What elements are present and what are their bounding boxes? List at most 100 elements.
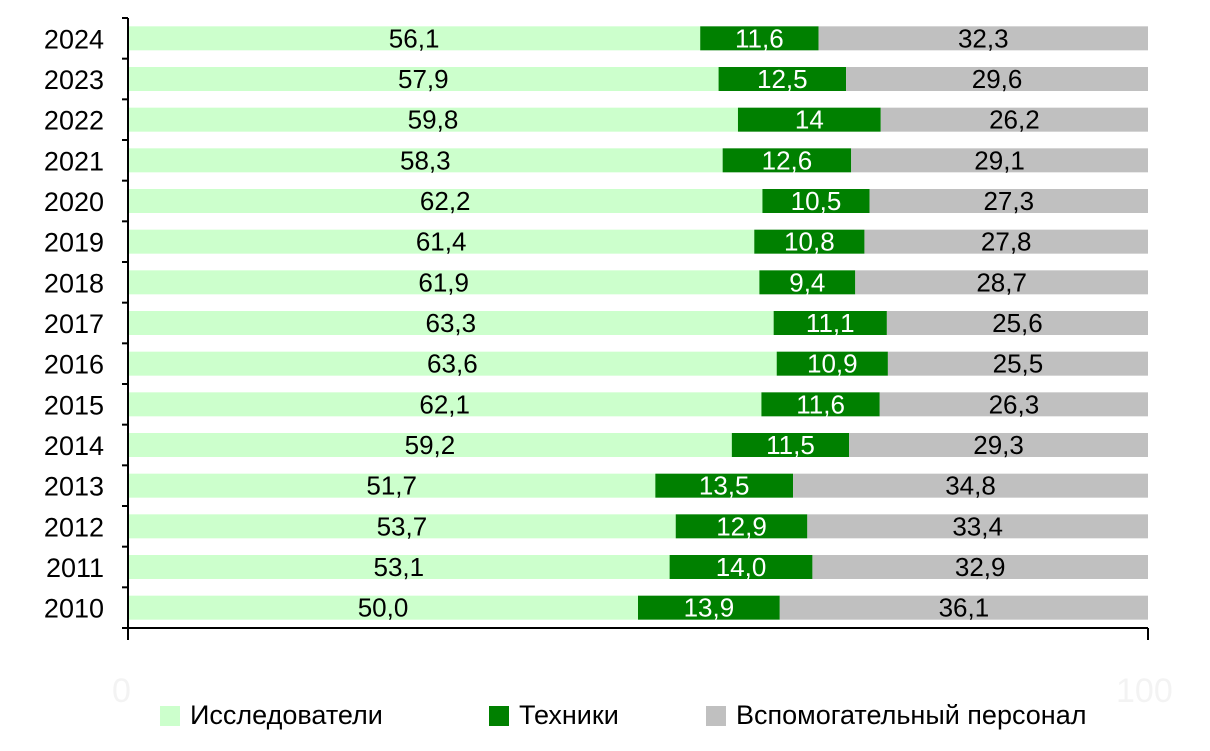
bar-segment-technicians-2022	[737, 107, 881, 132]
data-label-technicians-2020: 10,5	[791, 186, 842, 216]
data-label-support-staff-2012: 33,4	[952, 511, 1003, 541]
data-label-researchers-2017: 63,3	[426, 308, 477, 338]
data-label-researchers-2010: 50,0	[358, 593, 409, 623]
y-tick-label-2011: 2011	[46, 553, 104, 583]
bar-segment-researchers-2015	[128, 392, 762, 417]
bar-segment-support-staff-2022	[880, 107, 1148, 132]
bar-segment-support-staff-2010	[779, 595, 1148, 620]
y-tick-label-2015: 2015	[44, 390, 104, 420]
stacked-bar-chart: 56,1 11,6 32,3 2024 57,9 12,5 29,6 2023 59,8 14 26…	[44, 17, 1149, 640]
data-label-support-staff-2011: 32,9	[955, 552, 1006, 582]
data-label-support-staff-2022: 26,2	[989, 105, 1040, 135]
data-label-support-staff-2023: 29,6	[972, 64, 1023, 94]
bar-segment-support-staff-2012	[807, 514, 1148, 539]
bar-segment-technicians-2012	[675, 514, 808, 539]
legend: Исследователи Техники Вспомогательный пе…	[0, 700, 1210, 734]
bar-segment-support-staff-2014	[849, 433, 1148, 457]
bar-segment-researchers-2014	[128, 433, 732, 457]
legend-label-technicians: Техники	[519, 700, 619, 730]
bar-segment-technicians-2015	[761, 392, 880, 417]
data-label-support-staff-2016: 25,5	[993, 349, 1044, 379]
data-label-researchers-2012: 53,7	[377, 511, 428, 541]
y-tick-label-2020: 2020	[44, 187, 104, 217]
data-label-support-staff-2024: 32,3	[958, 23, 1009, 53]
bar-segment-researchers-2016	[128, 351, 777, 376]
data-label-technicians-2016: 10,9	[807, 349, 858, 379]
data-label-support-staff-2014: 29,3	[973, 430, 1024, 460]
bar-segment-researchers-2024	[128, 26, 701, 51]
y-tick-label-2013: 2013	[44, 472, 104, 502]
legend-item-researchers: Исследователи	[160, 700, 383, 731]
bar-segment-researchers-2020	[128, 189, 763, 213]
legend-swatch-researchers	[160, 705, 180, 726]
bar-segment-technicians-2010	[638, 595, 780, 620]
bar-segment-technicians-2014	[731, 433, 850, 457]
data-label-technicians-2024: 11,6	[735, 23, 784, 53]
bar-segment-researchers-2018	[128, 270, 760, 295]
y-tick-label-2016: 2016	[44, 350, 104, 380]
bar-segment-technicians-2024	[700, 26, 819, 51]
y-tick-label-2018: 2018	[44, 268, 104, 298]
bar-segment-researchers-2013	[128, 473, 656, 498]
y-tick-label-2012: 2012	[44, 512, 104, 542]
data-label-technicians-2021: 12,6	[762, 145, 813, 175]
bar-segment-researchers-2017	[128, 311, 774, 335]
data-label-support-staff-2015: 26,3	[989, 389, 1040, 419]
y-tick-label-2017: 2017	[44, 309, 104, 339]
bar-segment-researchers-2012	[128, 514, 676, 539]
data-label-support-staff-2019: 27,8	[981, 227, 1032, 257]
legend-item-technicians: Техники	[489, 700, 619, 731]
data-label-support-staff-2017: 25,6	[992, 308, 1043, 338]
data-label-technicians-2015: 11,6	[796, 389, 845, 419]
data-label-researchers-2016: 63,6	[427, 349, 478, 379]
bar-segment-support-staff-2021	[851, 148, 1148, 173]
bar-segment-support-staff-2019	[864, 229, 1148, 254]
bar-segment-support-staff-2011	[812, 555, 1148, 579]
y-tick-label-2022: 2022	[44, 106, 104, 136]
x-tick-label-max: 100	[1116, 672, 1173, 710]
data-label-researchers-2011: 53,1	[374, 552, 425, 582]
data-label-technicians-2011: 14,0	[716, 552, 767, 582]
bar-segment-support-staff-2024	[818, 26, 1148, 51]
data-label-researchers-2022: 59,8	[408, 105, 459, 135]
data-label-support-staff-2020: 27,3	[983, 186, 1034, 216]
bar-segment-support-staff-2013	[793, 473, 1148, 498]
legend-swatch-technicians	[489, 705, 509, 726]
bar-segment-researchers-2023	[128, 67, 719, 91]
bar-segment-technicians-2021	[722, 148, 852, 173]
bar-segment-support-staff-2015	[879, 392, 1148, 417]
data-label-researchers-2015: 62,1	[419, 389, 470, 419]
data-label-researchers-2020: 62,2	[420, 186, 471, 216]
data-label-researchers-2018: 61,9	[418, 267, 469, 297]
bar-segment-researchers-2019	[128, 229, 755, 254]
y-tick-label-2021: 2021	[44, 146, 104, 176]
legend-label-support-staff: Вспомогательный персонал	[736, 700, 1087, 730]
y-tick-label-2014: 2014	[44, 431, 104, 461]
data-label-technicians-2013: 13,5	[699, 471, 750, 501]
bar-segment-support-staff-2023	[846, 67, 1148, 91]
data-label-researchers-2024: 56,1	[389, 23, 440, 53]
data-label-support-staff-2010: 36,1	[939, 593, 990, 623]
y-tick-label-2024: 2024	[44, 24, 104, 54]
legend-label-researchers: Исследователи	[190, 700, 383, 730]
bar-segment-researchers-2010	[128, 595, 638, 620]
data-label-technicians-2014: 11,5	[766, 430, 815, 460]
bar-segment-technicians-2019	[754, 229, 865, 254]
legend-swatch-support-staff	[706, 705, 726, 726]
bar-segment-support-staff-2018	[855, 270, 1148, 295]
legend-item-support-staff: Вспомогательный персонал	[706, 700, 1086, 731]
x-tick-label-min: 0	[112, 672, 131, 710]
bar-segment-researchers-2021	[128, 148, 723, 173]
bar-segment-technicians-2016	[776, 351, 888, 376]
bar-segment-technicians-2011	[669, 555, 813, 579]
y-tick-label-2019: 2019	[44, 228, 104, 258]
data-label-technicians-2022: 14	[795, 105, 824, 135]
data-label-technicians-2018: 9,4	[789, 267, 825, 297]
data-label-researchers-2023: 57,9	[398, 64, 449, 94]
data-label-technicians-2012: 12,9	[716, 511, 767, 541]
bar-segment-researchers-2011	[128, 555, 670, 579]
bar-segment-support-staff-2017	[886, 311, 1148, 335]
data-label-researchers-2019: 61,4	[416, 227, 467, 257]
bar-segment-support-staff-2016	[887, 351, 1148, 376]
data-label-researchers-2014: 59,2	[405, 430, 456, 460]
